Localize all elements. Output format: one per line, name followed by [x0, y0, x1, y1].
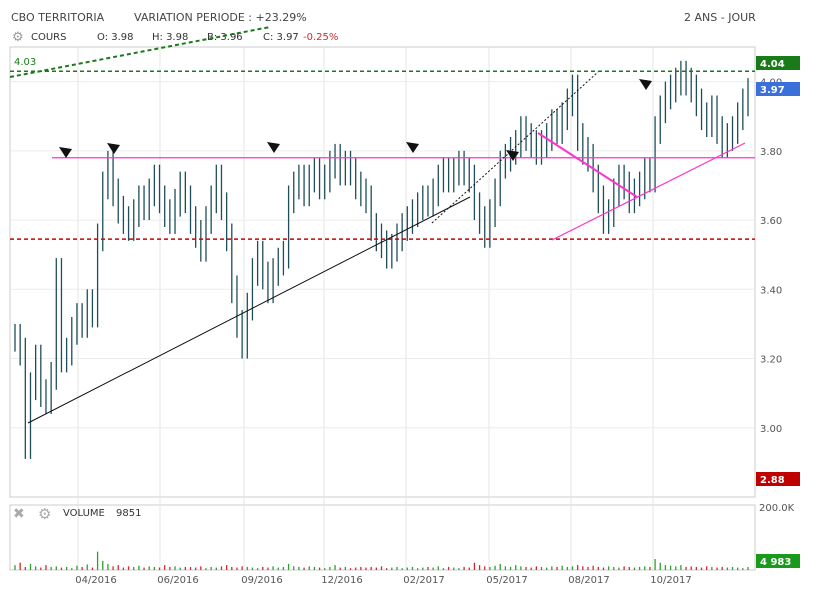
- marker-arrow: [506, 150, 519, 161]
- volume-value: 9851: [116, 508, 142, 519]
- period-label[interactable]: 2 ANS - JOUR: [684, 11, 756, 24]
- volume-label: VOLUME: [63, 508, 105, 519]
- volume-bars: [14, 551, 749, 570]
- dotted-trendline: [431, 71, 599, 224]
- x-tick-label: 05/2017: [486, 575, 528, 586]
- x-tick-label: 09/2016: [241, 575, 283, 586]
- last-volume-tag: 4 983: [760, 557, 791, 568]
- y-tick-label: 3.20: [760, 355, 782, 366]
- volume-frame: [9, 504, 756, 571]
- green-line-label: 4.03: [14, 57, 36, 68]
- marker-arrow: [59, 147, 72, 158]
- price-tags: 4.04 3.97 2.88 4 983: [756, 56, 800, 568]
- marker-arrow: [267, 142, 280, 153]
- low-value: B: 3.96: [207, 32, 243, 43]
- low-tag-bg: [756, 472, 800, 486]
- marker-arrow: [107, 143, 120, 154]
- y-tick-label: 3.80: [760, 147, 782, 158]
- last-price-tag-bg: [756, 82, 800, 96]
- resistance-tag-bg: [756, 56, 800, 70]
- chart-title: CBO TERRITORIA: [11, 11, 105, 24]
- price-bars: [14, 60, 749, 459]
- resistance-tag: 4.04: [760, 59, 785, 70]
- high-value: H: 3.98: [152, 32, 189, 43]
- magenta-down-line: [537, 132, 638, 198]
- x-tick-label: 12/2016: [321, 575, 363, 586]
- open-value: O: 3.98: [97, 32, 134, 43]
- y-tick-label: 3.40: [760, 285, 782, 296]
- y-tick-label: 3.60: [760, 216, 782, 227]
- change-value: -0.25%: [303, 32, 339, 43]
- close-panel-icon[interactable]: ✖: [13, 506, 25, 522]
- close-value: C: 3.97: [263, 32, 299, 43]
- low-tag: 2.88: [760, 475, 785, 486]
- variation-label: VARIATION PERIODE : +23.29%: [134, 11, 307, 24]
- y-tick-label: 3.00: [760, 424, 782, 435]
- price-series-label: COURS: [31, 32, 67, 43]
- green-trend-line: [9, 26, 271, 78]
- gear-icon[interactable]: ⚙: [12, 30, 24, 45]
- x-tick-label: 06/2016: [157, 575, 199, 586]
- x-tick-label: 02/2017: [403, 575, 445, 586]
- volume-max-label: 200.0K: [759, 503, 795, 514]
- price-frame: [9, 46, 756, 498]
- long-trendline: [27, 196, 471, 424]
- last-volume-tag-bg: [756, 554, 800, 568]
- x-tick-label: 04/2016: [75, 575, 117, 586]
- volume-gear-icon[interactable]: ⚙: [38, 505, 52, 523]
- x-tick-label: 08/2017: [568, 575, 610, 586]
- marker-arrow: [639, 79, 652, 90]
- trend-drawings: 4.03: [9, 26, 755, 424]
- x-axis: 04/2016 06/2016 09/2016 12/2016 02/2017 05/20…: [75, 575, 692, 586]
- marker-arrow: [406, 142, 419, 153]
- magenta-up-line: [551, 142, 746, 241]
- y-axis: 4.003.803.603.403.203.00: [760, 78, 782, 435]
- x-tick-label: 10/2017: [650, 575, 692, 586]
- last-price-tag: 3.97: [760, 85, 785, 96]
- grid: [9, 46, 756, 571]
